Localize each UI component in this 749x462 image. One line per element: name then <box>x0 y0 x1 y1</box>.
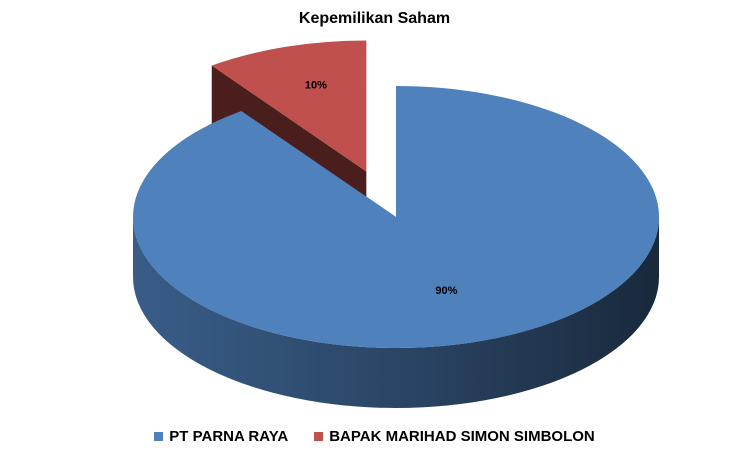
legend-item-0: PT PARNA RAYA <box>154 428 288 445</box>
pie-slice-top <box>132 86 659 348</box>
data-label-1: 10% <box>305 79 327 91</box>
pie-slice-top <box>211 40 367 172</box>
legend-item-1: BAPAK MARIHAD SIMON SIMBOLON <box>314 428 595 445</box>
pie-slice-side <box>133 217 659 408</box>
chart-legend: PT PARNA RAYA BAPAK MARIHAD SIMON SIMBOLO… <box>0 428 749 445</box>
legend-label: PT PARNA RAYA <box>169 428 289 445</box>
legend-label: BAPAK MARIHAD SIMON SIMBOLON <box>329 428 595 445</box>
legend-swatch <box>314 432 324 441</box>
legend-swatch <box>154 432 164 441</box>
chart-title: Kepemilikan Saham <box>298 10 451 27</box>
data-label-0: 90% <box>435 285 457 297</box>
pie-slice-0 <box>132 86 659 408</box>
